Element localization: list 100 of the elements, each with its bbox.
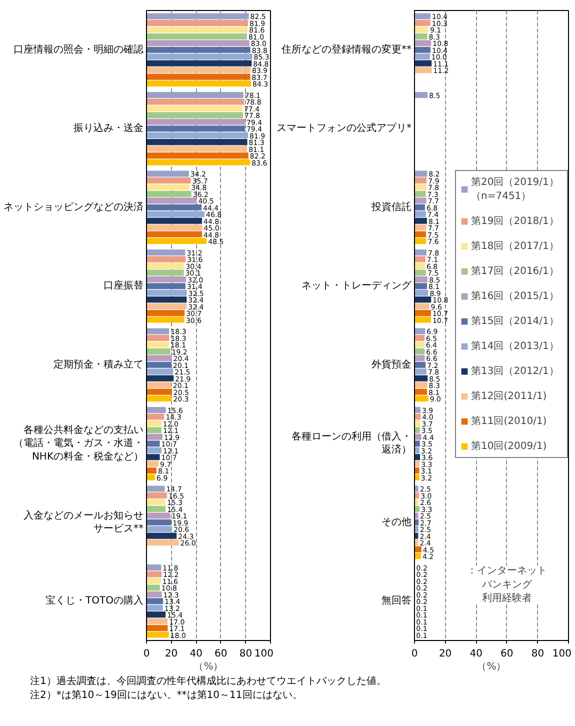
bar <box>146 46 250 53</box>
bar <box>414 355 425 362</box>
bar <box>414 262 425 269</box>
y-tick-label: 口座情報の照会・明細の確認 <box>14 43 144 56</box>
legend-label: 第13回（2012/1） <box>471 365 560 378</box>
bar <box>146 342 169 348</box>
bar <box>414 328 426 334</box>
y-tick-label: 住所などの登録情報の変更** <box>282 43 412 56</box>
bar <box>414 486 418 492</box>
y-tick-label: 投資信託 <box>370 200 412 213</box>
legend-label: 第10回(2009/1) <box>471 440 548 453</box>
bar <box>414 474 420 480</box>
bar <box>146 414 164 420</box>
bar <box>146 20 248 26</box>
bar <box>146 152 248 159</box>
bar <box>146 382 172 388</box>
x-tick-label: 20 <box>438 648 452 660</box>
bar <box>414 468 420 474</box>
bar <box>414 198 426 204</box>
bar <box>146 262 184 269</box>
legend-label: 第14回（2013/1） <box>471 340 560 353</box>
bar <box>146 388 172 395</box>
y-tick-label: スマートフォンの公式アプリ* <box>276 122 412 134</box>
bar <box>146 598 164 604</box>
bar <box>414 276 428 282</box>
bar <box>146 118 245 125</box>
bar <box>414 211 426 218</box>
bar <box>146 60 252 66</box>
bar <box>414 382 428 388</box>
bar <box>146 112 243 118</box>
text: 注2）*は第10～19回にはない。**は第10～11回にはない。 <box>30 690 302 701</box>
bar <box>414 40 432 46</box>
bar <box>146 204 202 210</box>
y-tick-label: 各種ローンの利用（借入・返済） <box>292 430 412 456</box>
bar <box>414 290 428 296</box>
bar <box>146 362 172 368</box>
legend-label: 第17回（2016/1） <box>471 265 560 278</box>
bar <box>146 375 174 382</box>
bar <box>146 460 159 467</box>
bar <box>146 310 185 316</box>
bar <box>146 256 186 262</box>
legend-label: 第12回(2011/1) <box>471 390 548 403</box>
bar <box>414 310 431 316</box>
bar <box>414 60 432 66</box>
bar <box>146 540 179 546</box>
bar <box>146 618 168 624</box>
bar <box>146 290 187 296</box>
x-tick-label: 80 <box>239 648 252 660</box>
bar <box>146 395 172 402</box>
bar <box>414 362 426 368</box>
bar <box>146 211 205 218</box>
bar <box>146 303 187 310</box>
legend-label: 第19回（2018/1） <box>471 215 560 228</box>
bar <box>146 13 249 20</box>
bar <box>414 67 432 74</box>
bar <box>146 474 156 480</box>
bar <box>146 512 170 519</box>
bar <box>414 54 430 60</box>
bar <box>414 238 426 244</box>
legend-label: 第16回（2015/1） <box>471 290 560 303</box>
bar <box>414 184 427 190</box>
bar <box>146 270 184 276</box>
bar <box>146 427 162 434</box>
legend-label: 第15回（2014/1） <box>471 315 560 328</box>
bar <box>146 506 166 512</box>
bar <box>146 584 160 591</box>
bar <box>146 334 170 341</box>
x-tick-label: 80 <box>531 648 544 660</box>
bar <box>146 74 250 80</box>
x-tick-label: 40 <box>190 648 202 660</box>
bar <box>146 532 177 539</box>
bar <box>146 420 162 426</box>
bar <box>146 447 162 454</box>
bar <box>414 33 428 40</box>
bar <box>414 218 427 224</box>
bar <box>146 328 170 334</box>
bar <box>414 13 431 20</box>
legend-label: 第20回（2019/1）（n=7451） <box>471 176 560 203</box>
bar <box>146 198 197 204</box>
bar <box>414 20 430 26</box>
x-tick-label: 0 <box>143 648 150 660</box>
bar <box>414 303 430 310</box>
legend-label: 第18回（2017/1） <box>471 240 560 253</box>
x-axis-title: （%） <box>194 662 224 672</box>
bar <box>414 26 429 33</box>
x-tick-label: 60 <box>214 648 228 660</box>
bar <box>414 427 420 434</box>
y-tick-label: 定期預金・積み立て <box>54 358 144 370</box>
bar <box>414 177 427 184</box>
bar <box>414 447 420 454</box>
bar <box>146 177 191 184</box>
bar <box>414 231 426 238</box>
y-tick-label: その他 <box>382 516 412 528</box>
bar <box>414 388 427 395</box>
bar <box>146 139 248 146</box>
bar <box>414 316 431 323</box>
bar <box>414 395 428 402</box>
bar <box>414 170 428 177</box>
y-tick-label: 各種公共料金などの支払い（電話・電気・ガス・水道・NHKの料金・税金など） <box>14 424 144 462</box>
bar <box>414 270 426 276</box>
